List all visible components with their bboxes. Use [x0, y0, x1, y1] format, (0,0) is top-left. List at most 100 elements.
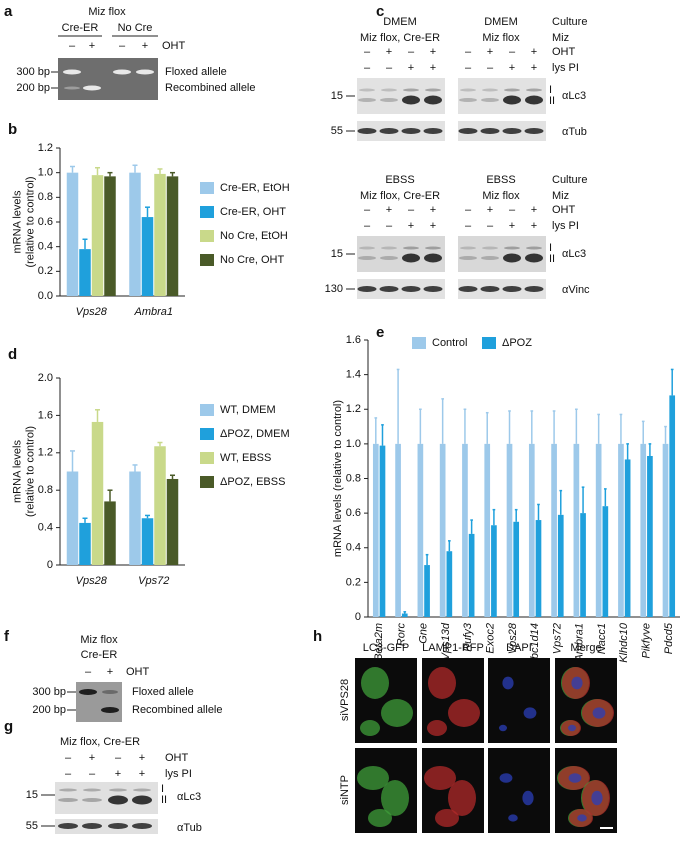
- panel-letter: b: [8, 121, 17, 138]
- gel: [357, 279, 445, 299]
- gel-band: [459, 98, 477, 102]
- band-label: Floxed allele: [165, 66, 227, 78]
- cell: [522, 790, 534, 806]
- y-tick-label: 1.4: [346, 369, 361, 381]
- gel-band: [460, 246, 476, 250]
- gel-band: [113, 69, 131, 75]
- x-tick-label: Pdcd5: [663, 622, 675, 654]
- gel-band: [425, 246, 441, 250]
- error-bar: [485, 411, 489, 444]
- cell: [591, 790, 603, 806]
- gel-band: [359, 246, 375, 250]
- error-bar: [530, 410, 534, 444]
- y-axis-label: (relative to control): [24, 176, 36, 267]
- y-tick-label: 0.4: [346, 542, 361, 554]
- bar: [395, 443, 401, 617]
- sign: –: [509, 46, 516, 58]
- sign: +: [487, 204, 493, 216]
- gel-band: [424, 253, 442, 263]
- gel-band: [403, 246, 419, 250]
- cell: [435, 809, 459, 827]
- cell: [448, 780, 476, 816]
- antibody: αLc3: [562, 248, 586, 260]
- y-tick-label: 1.6: [38, 409, 53, 421]
- y-tick-label: 1.6: [346, 334, 361, 346]
- sign: +: [430, 220, 436, 232]
- row-title: Miz: [552, 32, 569, 44]
- error-bar: [157, 168, 163, 174]
- cell: [577, 814, 587, 822]
- gel-band: [482, 246, 498, 250]
- sign: +: [408, 62, 414, 74]
- gel-band: [380, 98, 398, 102]
- error-bar: [374, 417, 378, 444]
- legend-swatch: [482, 337, 496, 349]
- gel-band: [503, 95, 521, 105]
- gel-band: [133, 788, 151, 792]
- panel-letter: h: [313, 628, 322, 645]
- y-axis-label: mRNA levels (relative to control): [332, 400, 344, 557]
- cell: [499, 773, 513, 783]
- error-bar: [170, 474, 175, 479]
- bar: [154, 173, 166, 296]
- row-title: OHT: [165, 752, 189, 764]
- bar: [91, 175, 104, 296]
- gel-band: [58, 823, 78, 829]
- legend-label: ΔPOZ: [502, 337, 532, 349]
- sign: +: [142, 40, 148, 52]
- gel-band: [136, 69, 154, 75]
- gel-band: [481, 98, 499, 102]
- antibody: αTub: [562, 126, 587, 138]
- gel-band: [524, 286, 544, 292]
- legend-label: No Cre, OHT: [220, 254, 284, 266]
- bar: [79, 522, 91, 565]
- bar: [513, 521, 520, 617]
- x-tick-label: Ambra1: [133, 306, 173, 318]
- x-tick-label: Rorc: [395, 623, 407, 647]
- gel-band: [102, 690, 118, 694]
- legend-swatch: [200, 452, 214, 464]
- sign: –: [65, 768, 72, 780]
- gel-band: [79, 689, 97, 695]
- bar: [462, 443, 468, 617]
- bar: [91, 421, 104, 565]
- bar: [662, 443, 669, 617]
- form: II: [549, 253, 555, 265]
- bar: [129, 471, 141, 565]
- marker: 15: [331, 90, 343, 102]
- x-tick-label: Vps13d: [440, 622, 452, 660]
- marker: 300 bp: [32, 686, 66, 698]
- x-tick-label: Vps72: [551, 623, 563, 654]
- y-tick-label: 1.2: [38, 142, 53, 154]
- y-tick-label: 0: [355, 611, 361, 623]
- gel-band: [109, 788, 127, 792]
- gel-band: [379, 128, 399, 134]
- x-tick-label: Nacc1: [596, 623, 608, 654]
- genotype: Miz flox, Cre-ER: [360, 32, 440, 44]
- error-bar: [648, 443, 652, 456]
- x-tick-label: Gne: [418, 623, 430, 644]
- sign: –: [465, 204, 472, 216]
- sign: –: [408, 46, 415, 58]
- sign: +: [115, 768, 121, 780]
- medium: DMEM: [383, 16, 417, 28]
- x-tick-label: Pikfyve: [640, 623, 652, 658]
- gel-band: [379, 286, 399, 292]
- band-label: Recombined allele: [132, 704, 223, 716]
- gel-band: [482, 88, 498, 92]
- bar: [535, 520, 542, 617]
- cell: [361, 667, 389, 699]
- panel-letter: c: [376, 3, 384, 20]
- x-tick-label: Ambra1: [574, 623, 586, 663]
- gel: [55, 819, 158, 834]
- gel-band: [423, 286, 443, 292]
- sign: –: [85, 666, 92, 678]
- bar: [104, 501, 116, 565]
- x-tick-label: Vps28: [507, 622, 519, 654]
- sign: +: [430, 46, 436, 58]
- y-tick-label: 0.2: [346, 576, 361, 588]
- bar: [154, 446, 166, 565]
- form: I: [549, 84, 552, 96]
- legend-label: Control: [432, 337, 467, 349]
